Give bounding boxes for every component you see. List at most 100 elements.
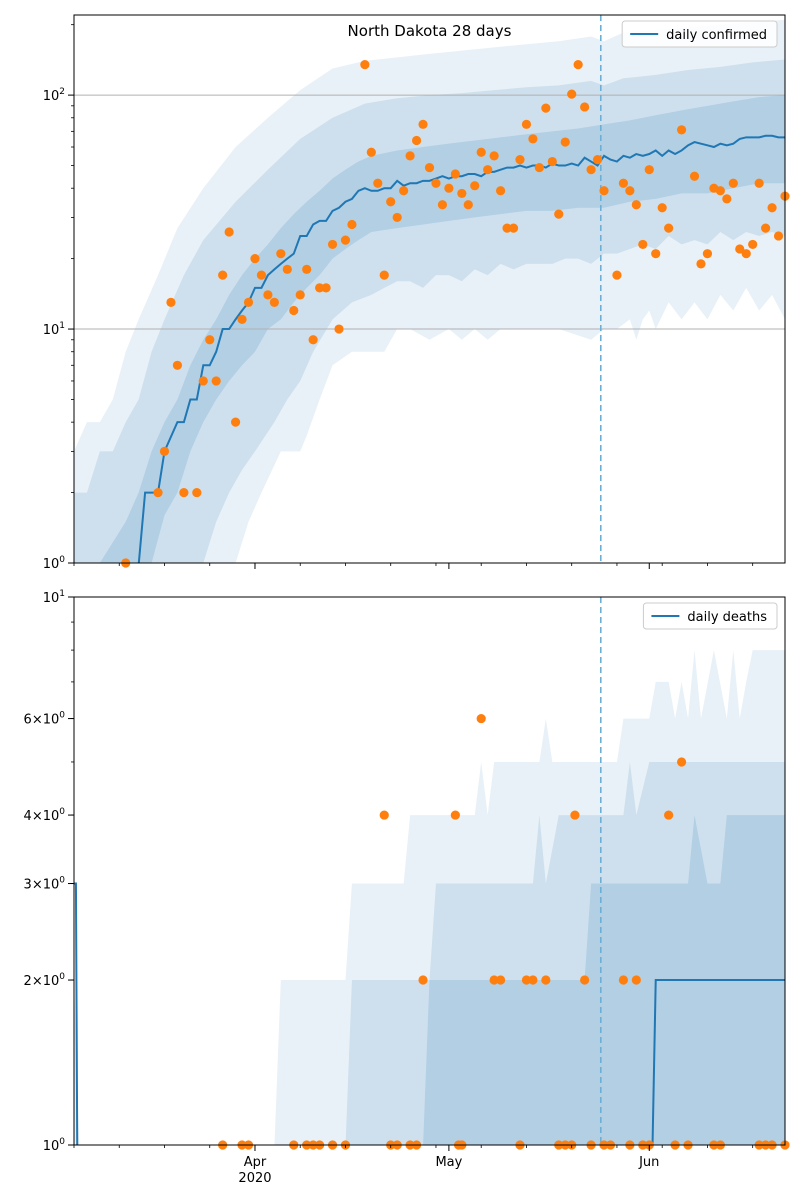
observed-point [424,162,435,173]
observed-point [172,360,183,370]
observed-point [515,155,525,165]
observed-point [218,270,228,280]
confidence-band-95 [74,650,785,1145]
deaths-x-ticks [73,1145,754,1151]
observed-point [321,283,331,293]
confidence-band-80 [345,761,785,1145]
confirmed-bands [74,19,785,563]
observed-point [489,975,499,985]
observed-point [528,134,538,144]
observed-point [664,810,674,820]
x-axis-year-label: 2020 [238,1171,271,1186]
confirmed-panel: 100 101 102 North Dakota 28 days daily con… [43,14,790,572]
confirmed-y-ticks: 100 101 102 [43,24,74,572]
median-series-line [74,882,785,1145]
observed-point [198,376,208,386]
observed-point [521,975,532,985]
observed-point [541,975,551,985]
observed-point [618,178,629,188]
x-tick-label-jun: Jun [638,1155,659,1170]
observed-point [735,244,745,254]
observed-point [644,165,654,175]
observed-point [631,975,641,985]
x-axis-month-labels: Apr May Jun [244,1155,660,1170]
observed-point [237,314,247,324]
confirmed-x-ticks [73,563,754,569]
deaths-y-ticks: 100 101 2×100 3×100 4×100 6×100 [24,589,74,1154]
x-tick-label-may: May [435,1155,462,1170]
observed-point [450,169,460,179]
observed-point [638,239,648,250]
observed-point [399,186,409,196]
y-tick-label: 100 [43,555,66,572]
observed-point [379,810,389,820]
observed-point [657,203,667,213]
observed-point [676,757,687,767]
observed-point [308,335,318,345]
observed-point [767,203,777,213]
chart-title: North Dakota 28 days [348,22,512,40]
observed-point [289,305,299,316]
observed-point [528,975,538,985]
observed-point [250,254,260,264]
observed-point [547,156,557,167]
observed-point [580,102,590,112]
observed-point [463,200,473,210]
observed-point [192,487,202,498]
observed-point [340,235,351,245]
observed-point [276,249,286,259]
observed-point [496,186,506,196]
y-tick-label: 2×100 [24,972,66,989]
legend-label: daily confirmed [666,28,767,43]
observed-point [496,975,506,985]
observed-point [230,417,241,427]
observed-point [554,209,564,219]
observed-point [773,231,784,241]
y-tick-label: 4×100 [24,807,66,824]
observed-point [437,200,448,210]
observed-point [761,223,771,233]
observed-point [450,810,460,820]
observed-point [211,376,221,386]
observed-point [282,264,292,274]
observed-point [256,270,267,280]
observed-point [476,713,486,724]
observed-point [334,324,344,334]
observed-point [612,270,622,280]
observed-point [392,212,402,223]
observed-point [489,151,499,161]
observed-point [483,165,493,175]
deaths-legend: daily deaths [642,602,778,630]
observed-point [696,259,706,269]
deaths-axes-frame [73,596,786,1146]
observed-point [360,60,370,70]
observed-point [625,186,635,196]
observed-point [592,155,603,165]
observed-point [243,297,254,307]
x-tick-label-apr: Apr [244,1155,267,1170]
observed-point [580,975,590,985]
y-tick-label: 6×100 [24,711,66,728]
observed-point [534,162,544,173]
observed-point [476,147,486,157]
observed-point [166,297,176,307]
observed-point [263,290,273,300]
observed-point [715,186,725,196]
observed-point [405,151,415,161]
observed-point [347,219,357,230]
observed-point [586,165,596,175]
confirmed-axes-frame [73,14,786,564]
observed-point [224,227,234,237]
confidence-band-80 [74,59,785,563]
observed-point [573,60,583,70]
observed-point [560,137,570,147]
confirmed-observed-points [121,60,790,568]
y-tick-label: 3×100 [24,876,66,893]
observed-point [205,335,215,345]
deaths-bands [74,650,785,1145]
observed-point [315,283,325,293]
observed-point [722,194,732,204]
observed-point [502,223,512,233]
observed-point [599,186,609,196]
